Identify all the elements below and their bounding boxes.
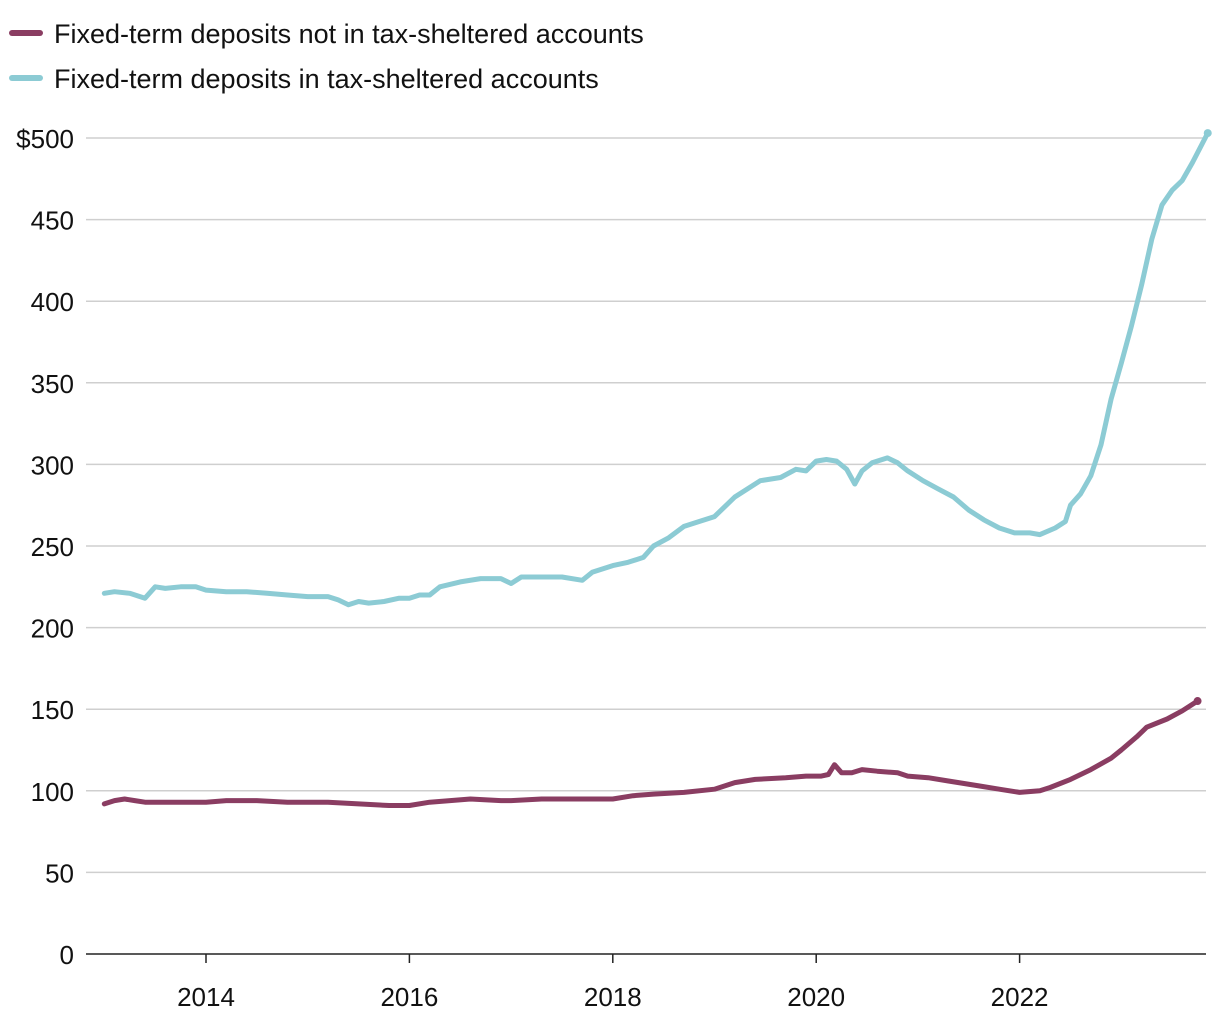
series-end-point bbox=[1193, 697, 1202, 706]
series-end-point bbox=[1203, 129, 1212, 138]
y-tick-label: 150 bbox=[31, 695, 74, 725]
x-tick-label: 2014 bbox=[177, 982, 235, 1012]
y-tick-label: 100 bbox=[31, 777, 74, 807]
legend-item: Fixed-term deposits in tax-sheltered acc… bbox=[9, 64, 599, 94]
y-axis-tick-labels: $500 450 400 350 300 250 200 150 100 50 0 bbox=[16, 124, 74, 970]
gridlines bbox=[86, 137, 1206, 874]
y-tick-label: 350 bbox=[31, 369, 74, 399]
y-tick-label: 0 bbox=[60, 940, 74, 970]
y-tick-label: 450 bbox=[31, 206, 74, 236]
series-line-1 bbox=[101, 698, 1201, 808]
y-tick-label: 250 bbox=[31, 532, 74, 562]
y-tick-label: 50 bbox=[45, 858, 74, 888]
y-tick-label: 300 bbox=[31, 450, 74, 480]
x-tick-label: 2022 bbox=[991, 982, 1049, 1012]
legend-item: Fixed-term deposits not in tax-sheltered… bbox=[9, 19, 644, 49]
x-tick-label: 2018 bbox=[584, 982, 642, 1012]
y-tick-label: $500 bbox=[16, 124, 74, 154]
series-lines bbox=[101, 129, 1212, 808]
chart-legend: Fixed-term deposits not in tax-sheltered… bbox=[9, 19, 644, 94]
y-tick-label: 200 bbox=[31, 614, 74, 644]
legend-label: Fixed-term deposits in tax-sheltered acc… bbox=[54, 64, 599, 94]
y-tick-label: 400 bbox=[31, 287, 74, 317]
legend-label: Fixed-term deposits not in tax-sheltered… bbox=[54, 19, 644, 49]
series-line-2 bbox=[101, 130, 1211, 608]
x-axis: 2014 2016 2018 2020 2022 bbox=[86, 953, 1206, 1012]
x-tick-label: 2016 bbox=[380, 982, 438, 1012]
x-tick-label: 2020 bbox=[787, 982, 845, 1012]
